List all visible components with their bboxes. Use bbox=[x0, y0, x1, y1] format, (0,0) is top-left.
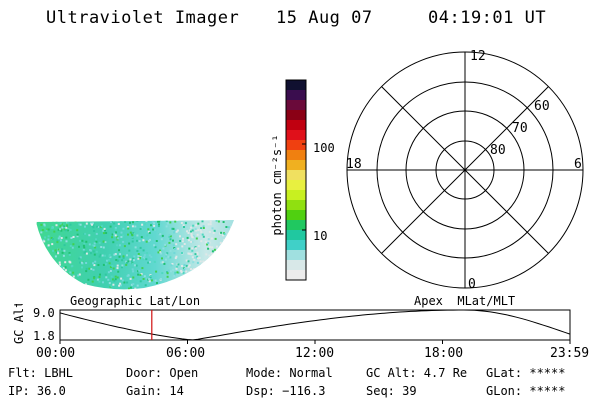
colorbar-swatch bbox=[286, 190, 306, 201]
status-gc-alt: GC Alt: 4.7 Re bbox=[366, 366, 468, 380]
colorbar-swatch bbox=[286, 260, 306, 271]
colorbar-swatch bbox=[286, 250, 306, 261]
mlat-mlt-polar-plot: 12 18 6 0 60 70 80 bbox=[346, 49, 584, 292]
apex-label: Apex MLat/MLT bbox=[414, 294, 516, 308]
colorbar-swatch bbox=[286, 160, 306, 171]
time-label: 04:19:01 UT bbox=[428, 8, 547, 28]
mlat-label-60: 60 bbox=[534, 99, 550, 114]
mlat-label-70: 70 bbox=[512, 121, 528, 136]
colorbar-tick-10: 10 bbox=[313, 229, 328, 243]
status-dsp: Dsp: −116.3 bbox=[246, 384, 326, 398]
mlt-label-12: 12 bbox=[470, 49, 486, 64]
colorbar-swatch bbox=[286, 210, 306, 221]
colorbar-unit-label: photon cm⁻²s⁻¹ bbox=[270, 134, 284, 236]
geographic-label: Geographic Lat/Lon bbox=[70, 294, 201, 308]
colorbar-swatch bbox=[286, 100, 306, 111]
time-tick-0600: 06:00 bbox=[166, 346, 205, 361]
altitude-plot: 9.0 1.8 GC Alt 00:00 06:00 12:00 18:00 2… bbox=[12, 304, 589, 361]
mlt-label-18: 18 bbox=[346, 157, 362, 172]
colorbar-swatch bbox=[286, 120, 306, 131]
status-mode: Mode: Normal bbox=[246, 366, 333, 380]
status-ip: IP: 36.0 bbox=[8, 384, 66, 398]
colorbar-swatch bbox=[286, 80, 306, 91]
time-tick-0000: 00:00 bbox=[36, 346, 75, 361]
colorbar-swatch bbox=[286, 180, 306, 191]
time-tick-2359: 23:59 bbox=[550, 346, 589, 361]
time-tick-1800: 18:00 bbox=[424, 346, 463, 361]
date-label: 15 Aug 07 bbox=[276, 8, 373, 28]
status-flt: Flt: LBHL bbox=[8, 366, 74, 380]
status-glon: GLon: ***** bbox=[486, 384, 566, 398]
color-scale-bar bbox=[285, 79, 307, 281]
status-glat: GLat: ***** bbox=[486, 366, 566, 380]
colorbar-swatch bbox=[286, 270, 306, 281]
status-gain: Gain: 14 bbox=[126, 384, 184, 398]
colorbar-swatch bbox=[286, 220, 306, 231]
instrument-title: Ultraviolet Imager bbox=[46, 8, 240, 28]
colorbar-swatch bbox=[286, 140, 306, 151]
colorbar-swatch bbox=[286, 150, 306, 161]
colorbar-swatch bbox=[286, 130, 306, 141]
colorbar-swatch bbox=[286, 240, 306, 251]
mlt-label-0: 0 bbox=[468, 277, 476, 292]
time-tick-1200: 12:00 bbox=[295, 346, 334, 361]
colorbar-swatch bbox=[286, 90, 306, 101]
mlat-label-80: 80 bbox=[490, 143, 506, 158]
colorbar-swatch bbox=[286, 200, 306, 211]
auroral-image bbox=[36, 220, 234, 290]
mlt-label-6: 6 bbox=[574, 157, 582, 172]
colorbar-swatch bbox=[286, 170, 306, 181]
alt-tick-9: 9.0 bbox=[33, 306, 55, 320]
status-door: Door: Open bbox=[126, 366, 199, 380]
gc-alt-axis-label: GC Alt bbox=[12, 304, 26, 344]
colorbar-swatch bbox=[286, 230, 306, 241]
colorbar-swatch bbox=[286, 110, 306, 121]
colorbar-tick-100: 100 bbox=[313, 141, 335, 155]
alt-tick-1-8: 1.8 bbox=[33, 329, 55, 343]
status-seq: Seq: 39 bbox=[366, 384, 417, 398]
